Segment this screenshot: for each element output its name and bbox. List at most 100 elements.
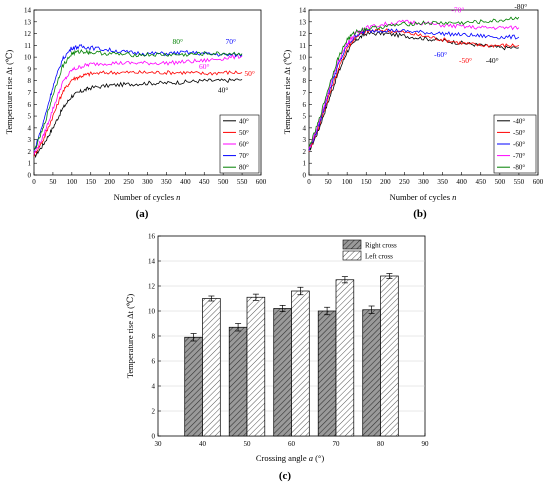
x-tick-label: 50 xyxy=(325,178,333,186)
curve-annotation: 60° xyxy=(199,62,210,71)
y-tick-label: 13 xyxy=(299,18,307,26)
series-line--40° xyxy=(308,30,520,151)
y-axis-label-c: Temperature rise Δt (℃) xyxy=(125,294,135,379)
y-tick-label: 0 xyxy=(303,172,307,180)
y-tick-label: 9 xyxy=(303,65,307,73)
y-axis-label-a: Temperature rise Δt (℃) xyxy=(4,50,14,135)
panel-label-a: (a) xyxy=(136,208,149,220)
legend-entry: -70° xyxy=(513,152,525,160)
curve-annotation: 50° xyxy=(244,69,255,78)
bar-right-cross-50 xyxy=(228,326,248,437)
x-tick-label: 450 xyxy=(476,178,487,186)
legend-entry: Left cross xyxy=(365,253,393,261)
y-tick-label: 7 xyxy=(303,89,307,97)
legend-entry: -50° xyxy=(513,129,525,137)
x-tick-label: 300 xyxy=(142,178,153,186)
legend-entry: 70° xyxy=(239,152,249,160)
x-tick-label: 0 xyxy=(307,178,311,186)
x-tick-label: 250 xyxy=(399,178,410,186)
series-line--60° xyxy=(308,28,520,151)
y-tick-label: 11 xyxy=(299,42,306,50)
legend-entry: 50° xyxy=(239,129,249,137)
y-tick-label: 14 xyxy=(299,7,307,15)
y-tick-label: 6 xyxy=(303,101,307,109)
curve-annotation: 40° xyxy=(218,86,229,95)
bar-right-cross-60 xyxy=(273,308,292,437)
y-tick-label: 14 xyxy=(24,7,32,15)
x-tick-label: 550 xyxy=(237,178,248,186)
legend-b: -40° -50° -60° -70° -80° xyxy=(493,114,537,174)
legend-entry: -40° xyxy=(513,117,525,125)
curve-annotation: -60° xyxy=(434,50,447,59)
curve-annotation: 80° xyxy=(173,37,184,46)
x-tick-label: 30 xyxy=(155,440,163,448)
y-tick-label: 2 xyxy=(152,408,156,416)
x-tick-label: 100 xyxy=(67,178,78,186)
x-tick-label: 60 xyxy=(288,440,296,448)
y-tick-label: 3 xyxy=(28,136,32,144)
x-tick-label: 70 xyxy=(333,440,341,448)
x-tick-label: 350 xyxy=(161,178,172,186)
x-tick-label: 400 xyxy=(180,178,191,186)
x-tick-label: 450 xyxy=(199,178,210,186)
x-tick-label: 600 xyxy=(533,178,544,186)
series-line--50° xyxy=(308,27,520,152)
x-tick-label: 50 xyxy=(244,440,252,448)
y-tick-label: 16 xyxy=(148,233,156,241)
chart-panel-c: 30 40 50 60 70 80 90 0 2 4 6 8 10 12 14 16 Right cross L… xyxy=(125,233,429,483)
legend-c: Right cross Left cross xyxy=(342,239,397,261)
y-tick-label: 10 xyxy=(299,54,307,62)
series-line-80° xyxy=(33,48,243,151)
legend-entry: 40° xyxy=(239,117,249,125)
x-axis-label-b: Number of cycles n xyxy=(390,192,457,202)
y-tick-label: 5 xyxy=(28,113,32,121)
legend-entry: Right cross xyxy=(365,242,397,250)
x-tick-label: 500 xyxy=(495,178,506,186)
x-tick-label: 400 xyxy=(456,178,467,186)
y-tick-label: 8 xyxy=(152,333,156,341)
y-tick-label: 7 xyxy=(28,89,32,97)
y-tick-label: 14 xyxy=(148,258,156,266)
y-tick-label: 13 xyxy=(24,18,32,26)
bar-left-cross-50 xyxy=(246,296,266,437)
y-tick-label: 9 xyxy=(28,65,32,73)
x-axis-label-c: Crossing angle a (°) xyxy=(256,453,324,463)
y-tick-label: 10 xyxy=(148,308,156,316)
y-tick-label: 0 xyxy=(152,433,156,441)
y-tick-label: 12 xyxy=(148,283,156,291)
x-tick-label: 200 xyxy=(380,178,391,186)
y-tick-label: 1 xyxy=(303,160,307,168)
bar-left-cross-40 xyxy=(202,298,221,437)
chart-panel-b: 0 50 100 150 200 250 300 350 400 450 500 550 6000123… xyxy=(282,2,544,220)
curve-annotation: -50° xyxy=(459,56,472,65)
y-tick-label: 10 xyxy=(24,54,32,62)
x-tick-label: 500 xyxy=(218,178,229,186)
y-axis-label-b: Temperature rise Δt (℃) xyxy=(282,50,292,135)
legend-entry: 80° xyxy=(239,164,249,172)
legend-swatch xyxy=(342,250,362,261)
x-tick-label: 80 xyxy=(377,440,385,448)
bar-left-cross-60 xyxy=(291,290,310,437)
y-tick-label: 5 xyxy=(303,113,307,121)
x-tick-label: 200 xyxy=(104,178,115,186)
bar-right-cross-70 xyxy=(317,310,337,437)
series-line-50° xyxy=(33,69,243,157)
x-tick-label: 50 xyxy=(49,178,57,186)
y-tick-label: 4 xyxy=(152,383,156,391)
y-tick-label: 2 xyxy=(28,148,32,156)
series-line-60° xyxy=(33,54,243,155)
x-tick-label: 40 xyxy=(199,440,207,448)
x-tick-label: 90 xyxy=(422,440,430,448)
x-tick-label: 150 xyxy=(361,178,372,186)
legend-entry: 60° xyxy=(239,141,249,149)
y-tick-label: 11 xyxy=(24,42,31,50)
legend-entry: -60° xyxy=(513,141,525,149)
legend-a: 40° 50° 60° 70° 80° xyxy=(219,114,260,174)
bar-left-cross-80 xyxy=(380,275,399,437)
panel-label-c: (c) xyxy=(279,470,292,482)
x-tick-label: 100 xyxy=(342,178,353,186)
x-tick-label: 550 xyxy=(514,178,525,186)
curve-annotation: 70° xyxy=(225,37,236,46)
y-tick-label: 2 xyxy=(303,148,307,156)
